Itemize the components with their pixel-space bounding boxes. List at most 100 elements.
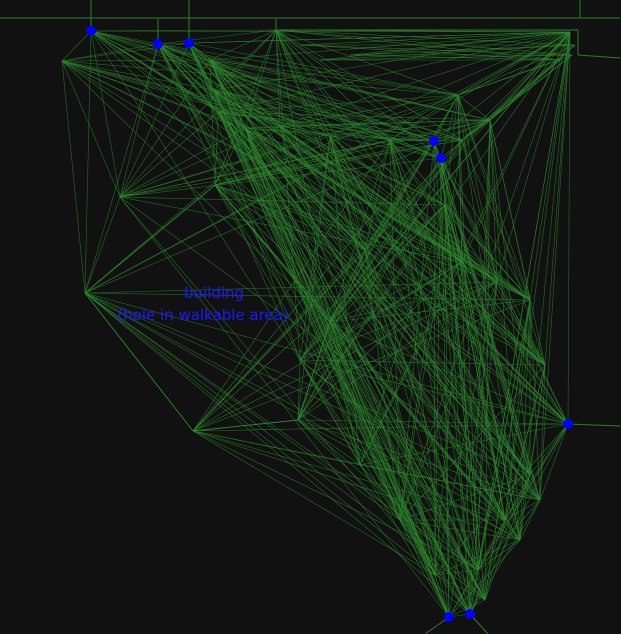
visibility-edge (192, 430, 521, 541)
visibility-edge (469, 31, 571, 615)
visibility-edge (213, 29, 277, 91)
visibility-edge (188, 42, 498, 283)
visibility-edge (329, 135, 436, 576)
visibility-edge (299, 359, 506, 521)
visibility-edge (297, 419, 401, 521)
visibility-edge (214, 119, 491, 186)
visibility-edge (567, 31, 571, 425)
visibility-edge (275, 29, 435, 142)
visibility-edge (213, 89, 436, 576)
visibility-edge (457, 94, 531, 301)
visibility-edge (119, 139, 463, 198)
visibility-edge (299, 359, 450, 618)
visibility-edge (457, 31, 571, 96)
visibility-edge (297, 139, 463, 421)
visibility-edge (275, 29, 571, 33)
visibility-edge (539, 364, 546, 501)
visibility-edge (299, 281, 498, 361)
visibility-edge (329, 281, 498, 323)
visibility-edge (214, 184, 366, 251)
visibility-edge (299, 31, 571, 46)
visibility-edge (529, 474, 541, 501)
visibility-edge (444, 204, 450, 618)
visibility-edge (90, 30, 159, 45)
visibility-edge (61, 60, 331, 137)
visibility-edge (84, 43, 159, 294)
visibility-edge (90, 30, 546, 366)
visibility-edge (84, 196, 121, 294)
visibility-edge (119, 157, 442, 198)
visibility-edge (209, 59, 459, 96)
visibility-edge (90, 30, 121, 198)
visibility-edge (444, 204, 541, 501)
visibility-edge (84, 119, 491, 294)
visibility-edge (275, 29, 541, 501)
visibility-edge (275, 29, 281, 127)
visibility-edge (275, 29, 459, 96)
visibility-edge (61, 43, 159, 62)
visibility-edge (84, 292, 506, 521)
visibility-edge (349, 44, 576, 56)
visibility-edge (119, 94, 459, 198)
visibility-edge (457, 44, 576, 96)
visibility-edge (329, 321, 486, 601)
visibility-edge (349, 54, 561, 61)
visibility-edge (484, 31, 571, 601)
visibility-edge (214, 184, 546, 366)
visibility-edge (469, 423, 569, 615)
visibility-edge (90, 29, 277, 32)
visibility-edge (389, 139, 569, 425)
visibility-edge (461, 44, 576, 141)
visibility-edge (504, 499, 541, 521)
visibility-edge (434, 574, 486, 601)
visibility-edge (192, 281, 498, 432)
visibility-edge (84, 292, 479, 571)
visibility-edge (297, 321, 331, 421)
visibility-edge (329, 321, 569, 425)
visibility-edge (389, 139, 531, 301)
visibility-edge (477, 569, 486, 601)
visibility-edge (364, 139, 391, 251)
visibility-edge (84, 184, 216, 294)
visibility-edge (119, 196, 471, 615)
visibility-edge (244, 127, 435, 142)
visibility-edge (244, 127, 521, 541)
visibility-edge (192, 204, 446, 432)
waypoint-node (465, 609, 475, 619)
visibility-edge (359, 464, 486, 601)
visibility-edge (275, 29, 331, 323)
visibility-edge (477, 119, 491, 571)
visibility-edge (444, 204, 531, 301)
visibility-edge (399, 519, 436, 576)
visibility-edge (217, 111, 463, 141)
visibility-edge (329, 321, 361, 466)
visibility-edge (192, 430, 479, 571)
visibility-edge (477, 499, 541, 571)
waypoint-node (436, 153, 446, 163)
visibility-edge (489, 119, 546, 366)
visibility-edge (188, 42, 459, 96)
building-label: building (183, 284, 245, 302)
visibility-edge (209, 59, 366, 251)
visibility-edge (157, 43, 211, 61)
visibility-edge (84, 292, 521, 541)
visibility-edge (567, 423, 621, 427)
visibility-edge (461, 139, 531, 301)
visibility-edge (192, 119, 491, 432)
visibility-edge (275, 29, 391, 141)
visibility-edge (279, 125, 450, 618)
visibility-edge (399, 519, 486, 601)
visibility-edge (275, 29, 573, 56)
visibility-edge (364, 249, 436, 576)
visibility-edge (84, 292, 471, 615)
visibility-edge (484, 119, 491, 601)
visibility-edge (434, 261, 463, 576)
visibility-edge (188, 42, 531, 301)
waypoint-node (429, 136, 439, 146)
visibility-edge (214, 139, 391, 186)
visibility-edge (329, 321, 401, 521)
visibility-edge (329, 261, 463, 323)
visibility-edge (90, 30, 571, 33)
visibility-edge (364, 140, 435, 251)
visibility-edge (275, 29, 463, 141)
